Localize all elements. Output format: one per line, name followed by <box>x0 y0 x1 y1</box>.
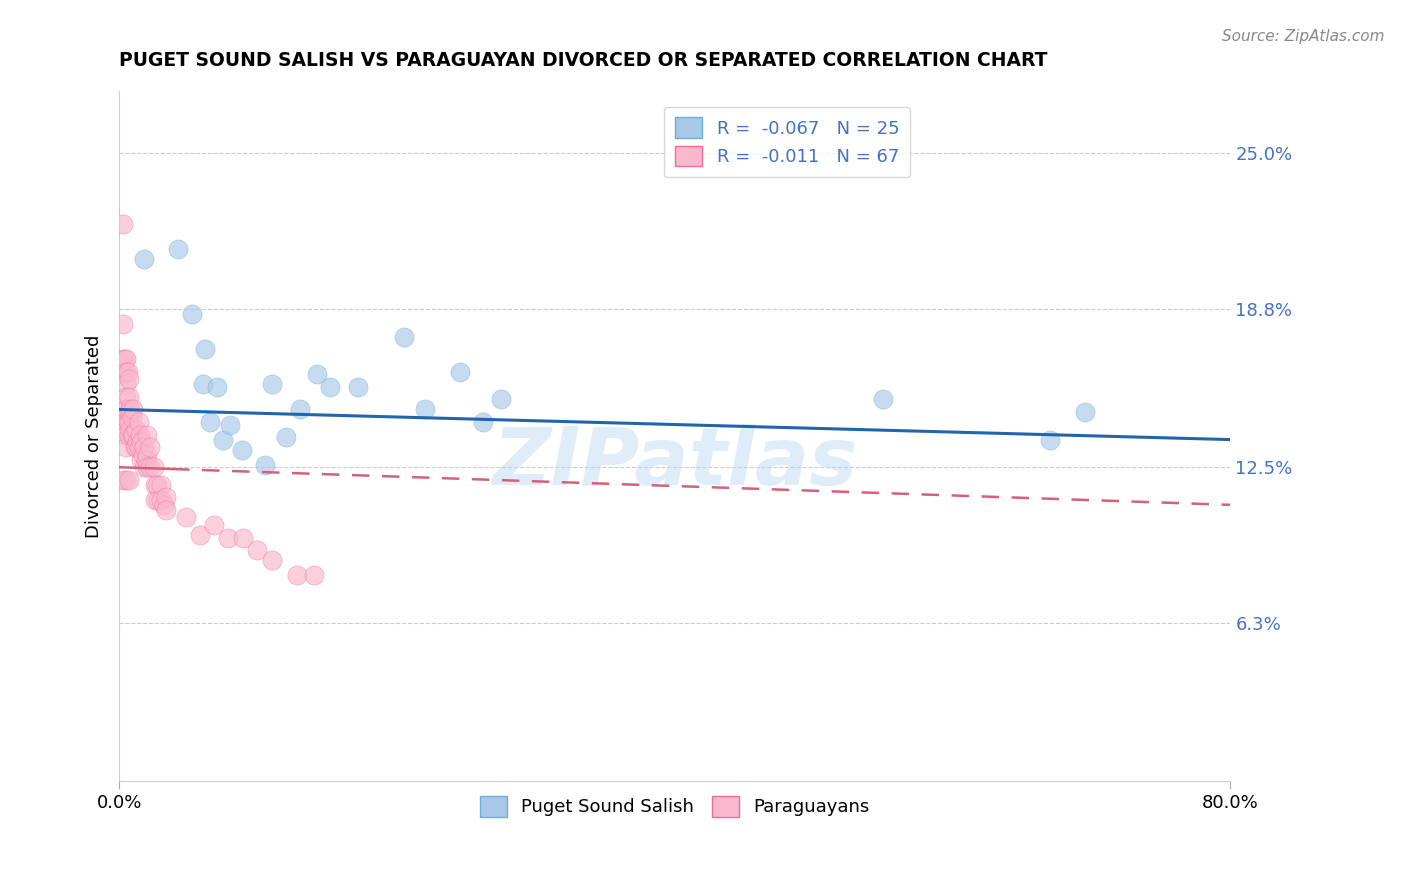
Legend: Puget Sound Salish, Paraguayans: Puget Sound Salish, Paraguayans <box>472 789 877 823</box>
Point <box>112 317 135 331</box>
Point <box>145 477 167 491</box>
Point <box>1073 405 1095 419</box>
Point <box>285 568 308 582</box>
Point <box>146 477 169 491</box>
Text: Source: ZipAtlas.com: Source: ZipAtlas.com <box>1222 29 1385 44</box>
Point <box>128 440 150 454</box>
Point <box>205 380 228 394</box>
Point <box>212 433 235 447</box>
Point <box>112 368 135 382</box>
Text: PUGET SOUND SALISH VS PARAGUAYAN DIVORCED OR SEPARATED CORRELATION CHART: PUGET SOUND SALISH VS PARAGUAYAN DIVORCE… <box>120 51 1047 70</box>
Point <box>117 365 139 379</box>
Point <box>232 531 254 545</box>
Point <box>112 473 135 487</box>
Point <box>134 460 156 475</box>
Point <box>128 415 150 429</box>
Point <box>136 448 159 462</box>
Point <box>139 440 162 454</box>
Point <box>115 377 138 392</box>
Point <box>139 460 162 475</box>
Point <box>231 442 253 457</box>
Point <box>152 498 174 512</box>
Point <box>132 448 155 462</box>
Point <box>122 427 145 442</box>
Point <box>118 405 141 419</box>
Point <box>449 365 471 379</box>
Point <box>118 372 141 386</box>
Point <box>191 377 214 392</box>
Point <box>115 473 138 487</box>
Point <box>246 543 269 558</box>
Point <box>188 528 211 542</box>
Point <box>491 392 513 407</box>
Point <box>254 458 277 472</box>
Point <box>288 402 311 417</box>
Point <box>262 377 284 392</box>
Point <box>118 390 141 404</box>
Point <box>202 518 225 533</box>
Point <box>155 491 177 505</box>
Point <box>413 402 436 417</box>
Point <box>115 440 138 454</box>
Point <box>122 402 145 417</box>
Point <box>262 553 284 567</box>
Point <box>121 427 143 442</box>
Point <box>125 440 148 454</box>
Point <box>115 352 138 367</box>
Point <box>120 402 142 417</box>
Point <box>155 503 177 517</box>
Point <box>302 568 325 582</box>
Point <box>166 242 188 256</box>
Point <box>118 415 141 429</box>
Point <box>136 427 159 442</box>
Point <box>114 352 136 367</box>
Point <box>472 415 495 429</box>
Point <box>121 410 143 425</box>
Point <box>124 440 146 454</box>
Point <box>115 427 138 442</box>
Point <box>114 402 136 417</box>
Point <box>1039 433 1062 447</box>
Point <box>115 365 138 379</box>
Point <box>143 460 166 475</box>
Point <box>118 473 141 487</box>
Point <box>872 392 894 407</box>
Point <box>115 390 138 404</box>
Point <box>149 477 172 491</box>
Point <box>131 435 153 450</box>
Point <box>347 380 370 394</box>
Point <box>127 435 149 450</box>
Point <box>131 452 153 467</box>
Point <box>319 380 342 394</box>
Point <box>120 423 142 437</box>
Point <box>129 427 152 442</box>
Point <box>136 460 159 475</box>
Point <box>392 329 415 343</box>
Point <box>198 415 221 429</box>
Point <box>305 368 328 382</box>
Point <box>180 307 202 321</box>
Point <box>274 430 297 444</box>
Point <box>146 492 169 507</box>
Point <box>145 492 167 507</box>
Point <box>112 217 135 231</box>
Text: ZIPatlas: ZIPatlas <box>492 425 858 502</box>
Point <box>125 423 148 437</box>
Point <box>219 417 242 432</box>
Point <box>134 252 156 266</box>
Point <box>194 343 217 357</box>
Point <box>134 440 156 454</box>
Point <box>112 352 135 367</box>
Point <box>174 510 197 524</box>
Point <box>115 415 138 429</box>
Point <box>149 492 172 507</box>
Point <box>217 531 239 545</box>
Point <box>118 427 141 442</box>
Point <box>135 452 157 467</box>
Y-axis label: Divorced or Separated: Divorced or Separated <box>86 334 103 538</box>
Point <box>115 402 138 417</box>
Point <box>117 415 139 429</box>
